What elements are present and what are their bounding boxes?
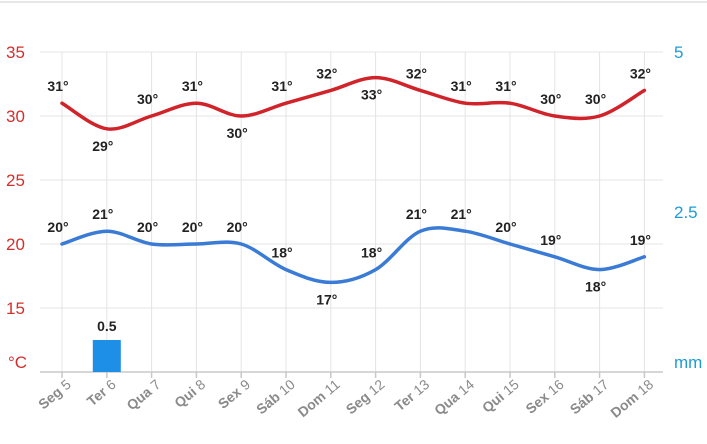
max-temp-line xyxy=(60,75,647,131)
max-temp-label: 30° xyxy=(137,91,158,107)
min-temp-label: 21° xyxy=(406,206,427,222)
max-temp-label: 32° xyxy=(630,65,651,81)
x-tick-label: Seg 5 xyxy=(35,376,74,412)
max-temp-label: 32° xyxy=(316,65,337,81)
x-tick-label: Qua 7 xyxy=(123,376,163,413)
precipitation-label: 0.5 xyxy=(97,318,117,334)
x-tick-label: Sáb 17 xyxy=(567,376,612,417)
max-temp-label: 30° xyxy=(227,125,248,141)
max-temp-label: 31° xyxy=(495,78,516,94)
min-temp-line xyxy=(60,226,647,285)
min-temp-label: 18° xyxy=(271,245,292,261)
max-temp-label: 30° xyxy=(585,91,606,107)
max-temp-label: 31° xyxy=(271,78,292,94)
min-temp-label: 20° xyxy=(227,219,248,235)
precipitation-bar xyxy=(92,340,121,372)
x-tick-label: Qua 14 xyxy=(431,376,477,418)
y-left-tick-label: 15 xyxy=(6,299,25,318)
max-temp-label: 32° xyxy=(406,65,427,81)
x-tick-label: Ter 6 xyxy=(84,376,119,409)
x-tick-label: Sáb 10 xyxy=(253,376,298,417)
y-left-tick-label: 30 xyxy=(6,107,25,126)
x-tick-label: Qui 8 xyxy=(171,376,208,411)
min-temp-label: 20° xyxy=(137,219,158,235)
min-temp-label: 20° xyxy=(182,219,203,235)
max-temp-label: 30° xyxy=(540,91,561,107)
min-temp-label: 20° xyxy=(47,219,68,235)
y-right-tick-label: 2.5 xyxy=(674,203,698,222)
x-tick-label: Ter 13 xyxy=(391,376,432,414)
y-left-tick-label: 35 xyxy=(6,43,25,62)
max-temp-label: 31° xyxy=(47,78,68,94)
min-temp-label: 18° xyxy=(361,245,382,261)
y-right-tick-label: 5 xyxy=(674,43,683,62)
x-tick-label: Dom 18 xyxy=(607,376,656,421)
x-tick-label: Qui 15 xyxy=(479,376,522,416)
max-temp-label: 29° xyxy=(92,138,113,154)
y-left-tick-label: 25 xyxy=(6,171,25,190)
min-temp-label: 17° xyxy=(316,291,337,307)
x-tick-label: Sex 16 xyxy=(522,376,566,417)
min-temp-label: 18° xyxy=(585,279,606,295)
min-temp-label: 19° xyxy=(630,232,651,248)
min-temp-label: 21° xyxy=(92,206,113,222)
x-tick-label: Dom 11 xyxy=(294,376,342,420)
max-temp-label: 31° xyxy=(451,78,472,94)
y-right-unit-label: mm xyxy=(674,353,702,372)
max-temp-label: 31° xyxy=(182,78,203,94)
min-temp-label: 20° xyxy=(495,219,516,235)
x-tick-label: Sex 9 xyxy=(215,376,253,412)
min-temp-label: 19° xyxy=(540,232,561,248)
y-left-unit-label: °C xyxy=(8,353,27,372)
max-temp-label: 33° xyxy=(361,87,382,103)
x-tick-label: Seg 12 xyxy=(343,376,388,417)
y-left-tick-label: 20 xyxy=(6,235,25,254)
min-temp-label: 21° xyxy=(451,206,472,222)
